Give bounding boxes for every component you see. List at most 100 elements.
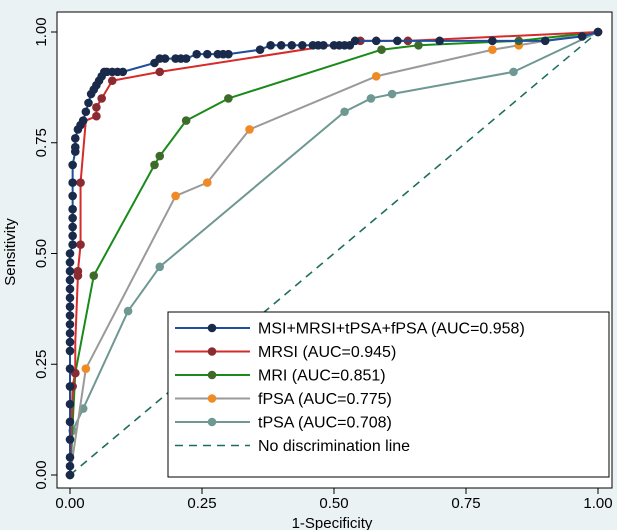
data-point bbox=[70, 142, 80, 152]
data-point bbox=[202, 49, 212, 59]
data-point bbox=[76, 178, 85, 187]
y-tick-label: 0.50 bbox=[33, 239, 50, 268]
legend-label: MRI (AUC=0.851) bbox=[258, 368, 386, 385]
legend-label: tPSA (AUC=0.708) bbox=[258, 415, 392, 432]
data-point bbox=[181, 116, 191, 125]
data-point bbox=[65, 258, 75, 267]
legend-label: MRSI (AUC=0.945) bbox=[258, 344, 396, 361]
y-tick-label: 1.00 bbox=[33, 17, 50, 46]
data-point bbox=[276, 40, 286, 50]
data-point bbox=[155, 262, 165, 272]
data-point bbox=[65, 328, 75, 338]
series-line-5 bbox=[69, 31, 599, 476]
data-point bbox=[65, 399, 75, 409]
data-point bbox=[319, 40, 328, 50]
data-point bbox=[202, 178, 212, 187]
data-point bbox=[76, 240, 85, 249]
data-point bbox=[68, 178, 77, 187]
data-point bbox=[65, 320, 75, 329]
data-point bbox=[171, 191, 180, 201]
x-tick-label: 0.50 bbox=[319, 495, 348, 512]
data-point bbox=[245, 125, 254, 134]
x-tick-label: 0.00 bbox=[55, 495, 84, 512]
legend: MSI+MRSI+tPSA+fPSA (AUC=0.958) MRSI (AUC=… bbox=[167, 311, 610, 478]
data-point bbox=[92, 111, 101, 121]
data-point bbox=[92, 103, 101, 112]
data-point bbox=[577, 32, 587, 41]
data-point bbox=[377, 45, 386, 55]
data-point bbox=[68, 222, 77, 232]
axis-layer: 0.00 0.25 0.50 0.75 1.00 0.00 0.25 0.50 0.75 1.00 bbox=[33, 17, 613, 512]
legend-box bbox=[167, 311, 610, 478]
y-tick-label: 0.00 bbox=[33, 460, 50, 489]
data-point bbox=[435, 36, 444, 46]
data-point bbox=[73, 266, 83, 276]
y-tick-label: 0.25 bbox=[33, 350, 50, 379]
legend-label: No discrimination line bbox=[258, 438, 410, 455]
data-point bbox=[81, 107, 91, 117]
data-point bbox=[65, 302, 75, 311]
data-point bbox=[68, 204, 77, 214]
data-point bbox=[65, 452, 75, 462]
data-point bbox=[65, 249, 75, 258]
data-point bbox=[65, 461, 75, 471]
data-point bbox=[488, 45, 497, 55]
data-point bbox=[65, 435, 75, 444]
y-axis-title: Sensitivity bbox=[2, 218, 19, 286]
data-point bbox=[160, 54, 170, 63]
data-point bbox=[150, 160, 159, 170]
data-point bbox=[192, 49, 202, 59]
data-point bbox=[155, 151, 165, 161]
data-point bbox=[107, 76, 117, 86]
data-point bbox=[65, 266, 75, 276]
data-point bbox=[366, 94, 376, 103]
data-point bbox=[393, 36, 402, 46]
legend-swatch-marker bbox=[207, 417, 217, 427]
data-point bbox=[414, 40, 423, 50]
data-point bbox=[224, 94, 233, 103]
data-point bbox=[287, 40, 297, 50]
data-point bbox=[65, 346, 75, 356]
data-point bbox=[488, 36, 497, 46]
data-point bbox=[65, 417, 75, 427]
data-point bbox=[65, 275, 75, 285]
data-point bbox=[509, 67, 518, 77]
data-point bbox=[68, 231, 77, 241]
data-point bbox=[81, 364, 91, 373]
data-point bbox=[298, 40, 307, 50]
data-point bbox=[68, 213, 77, 223]
data-point bbox=[340, 107, 349, 117]
data-point bbox=[70, 134, 80, 143]
data-point bbox=[68, 191, 77, 201]
y-tick-label: 0.75 bbox=[33, 128, 50, 157]
data-point bbox=[65, 470, 75, 480]
legend-swatch-marker bbox=[207, 370, 217, 380]
data-point bbox=[89, 271, 99, 280]
data-point bbox=[68, 160, 77, 170]
data-point bbox=[371, 36, 381, 46]
legend-swatch-marker bbox=[207, 347, 217, 356]
x-tick-label: 0.75 bbox=[451, 495, 480, 512]
data-point bbox=[65, 337, 75, 347]
data-point bbox=[118, 67, 128, 77]
data-point bbox=[540, 36, 550, 46]
data-point bbox=[65, 364, 75, 373]
x-axis-title: 1-Specificity bbox=[292, 515, 373, 530]
data-point bbox=[68, 240, 77, 249]
plot-layer bbox=[65, 27, 603, 480]
legend-swatch-marker bbox=[207, 394, 217, 403]
data-point bbox=[65, 284, 75, 294]
data-point bbox=[593, 27, 603, 37]
data-point bbox=[224, 49, 233, 59]
data-point bbox=[65, 382, 75, 391]
data-point bbox=[350, 36, 360, 46]
data-point bbox=[181, 54, 191, 63]
legend-label: fPSA (AUC=0.775) bbox=[258, 391, 392, 408]
x-tick-label: 1.00 bbox=[583, 495, 612, 512]
data-point bbox=[155, 67, 165, 77]
legend-swatch-marker bbox=[207, 323, 217, 333]
data-point bbox=[371, 72, 381, 81]
data-point bbox=[65, 293, 75, 303]
data-point bbox=[123, 306, 133, 316]
